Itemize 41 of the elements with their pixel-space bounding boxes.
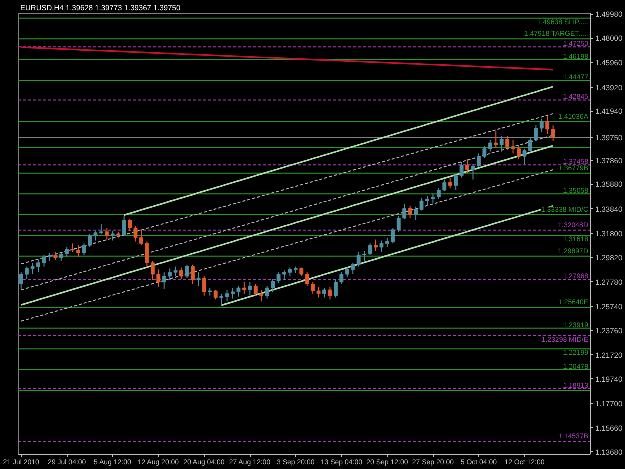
candlestick bbox=[150, 260, 155, 281]
candlestick bbox=[248, 282, 252, 296]
line-series bbox=[20, 46, 554, 71]
candlestick bbox=[442, 179, 447, 192]
candlestick bbox=[99, 224, 104, 234]
candlestick bbox=[546, 115, 550, 135]
candlestick bbox=[110, 230, 115, 242]
candlestick bbox=[174, 266, 178, 277]
candlestick bbox=[242, 282, 246, 294]
candlestick bbox=[214, 290, 218, 300]
candlestick bbox=[551, 125, 556, 142]
candlestick bbox=[196, 272, 201, 287]
candlestick bbox=[448, 177, 452, 190]
candlestick bbox=[436, 188, 441, 200]
candlestick bbox=[374, 239, 378, 252]
candlestick bbox=[482, 145, 487, 160]
candlestick bbox=[328, 286, 332, 300]
candlestick bbox=[522, 148, 527, 165]
candlestick bbox=[316, 286, 321, 298]
candlestick bbox=[454, 173, 458, 191]
candlestick bbox=[122, 216, 126, 236]
candlestick bbox=[105, 228, 110, 240]
candlestick bbox=[396, 216, 401, 232]
candlestick bbox=[408, 205, 412, 219]
candlestick bbox=[180, 267, 184, 280]
candlestick bbox=[162, 272, 166, 290]
candlestick bbox=[460, 162, 464, 178]
candlestick bbox=[500, 136, 504, 152]
candlestick bbox=[19, 272, 24, 290]
candlestick bbox=[202, 276, 206, 296]
candlestick bbox=[322, 288, 326, 298]
candlestick bbox=[190, 264, 195, 285]
candlestick bbox=[488, 140, 492, 152]
candlestick bbox=[466, 158, 470, 174]
candlestick bbox=[540, 118, 544, 133]
candlestick bbox=[168, 268, 172, 281]
candlestick bbox=[185, 264, 190, 279]
candlestick bbox=[156, 269, 161, 288]
candlestick bbox=[494, 130, 498, 148]
candlestick bbox=[25, 266, 30, 280]
candlestick bbox=[402, 203, 407, 220]
